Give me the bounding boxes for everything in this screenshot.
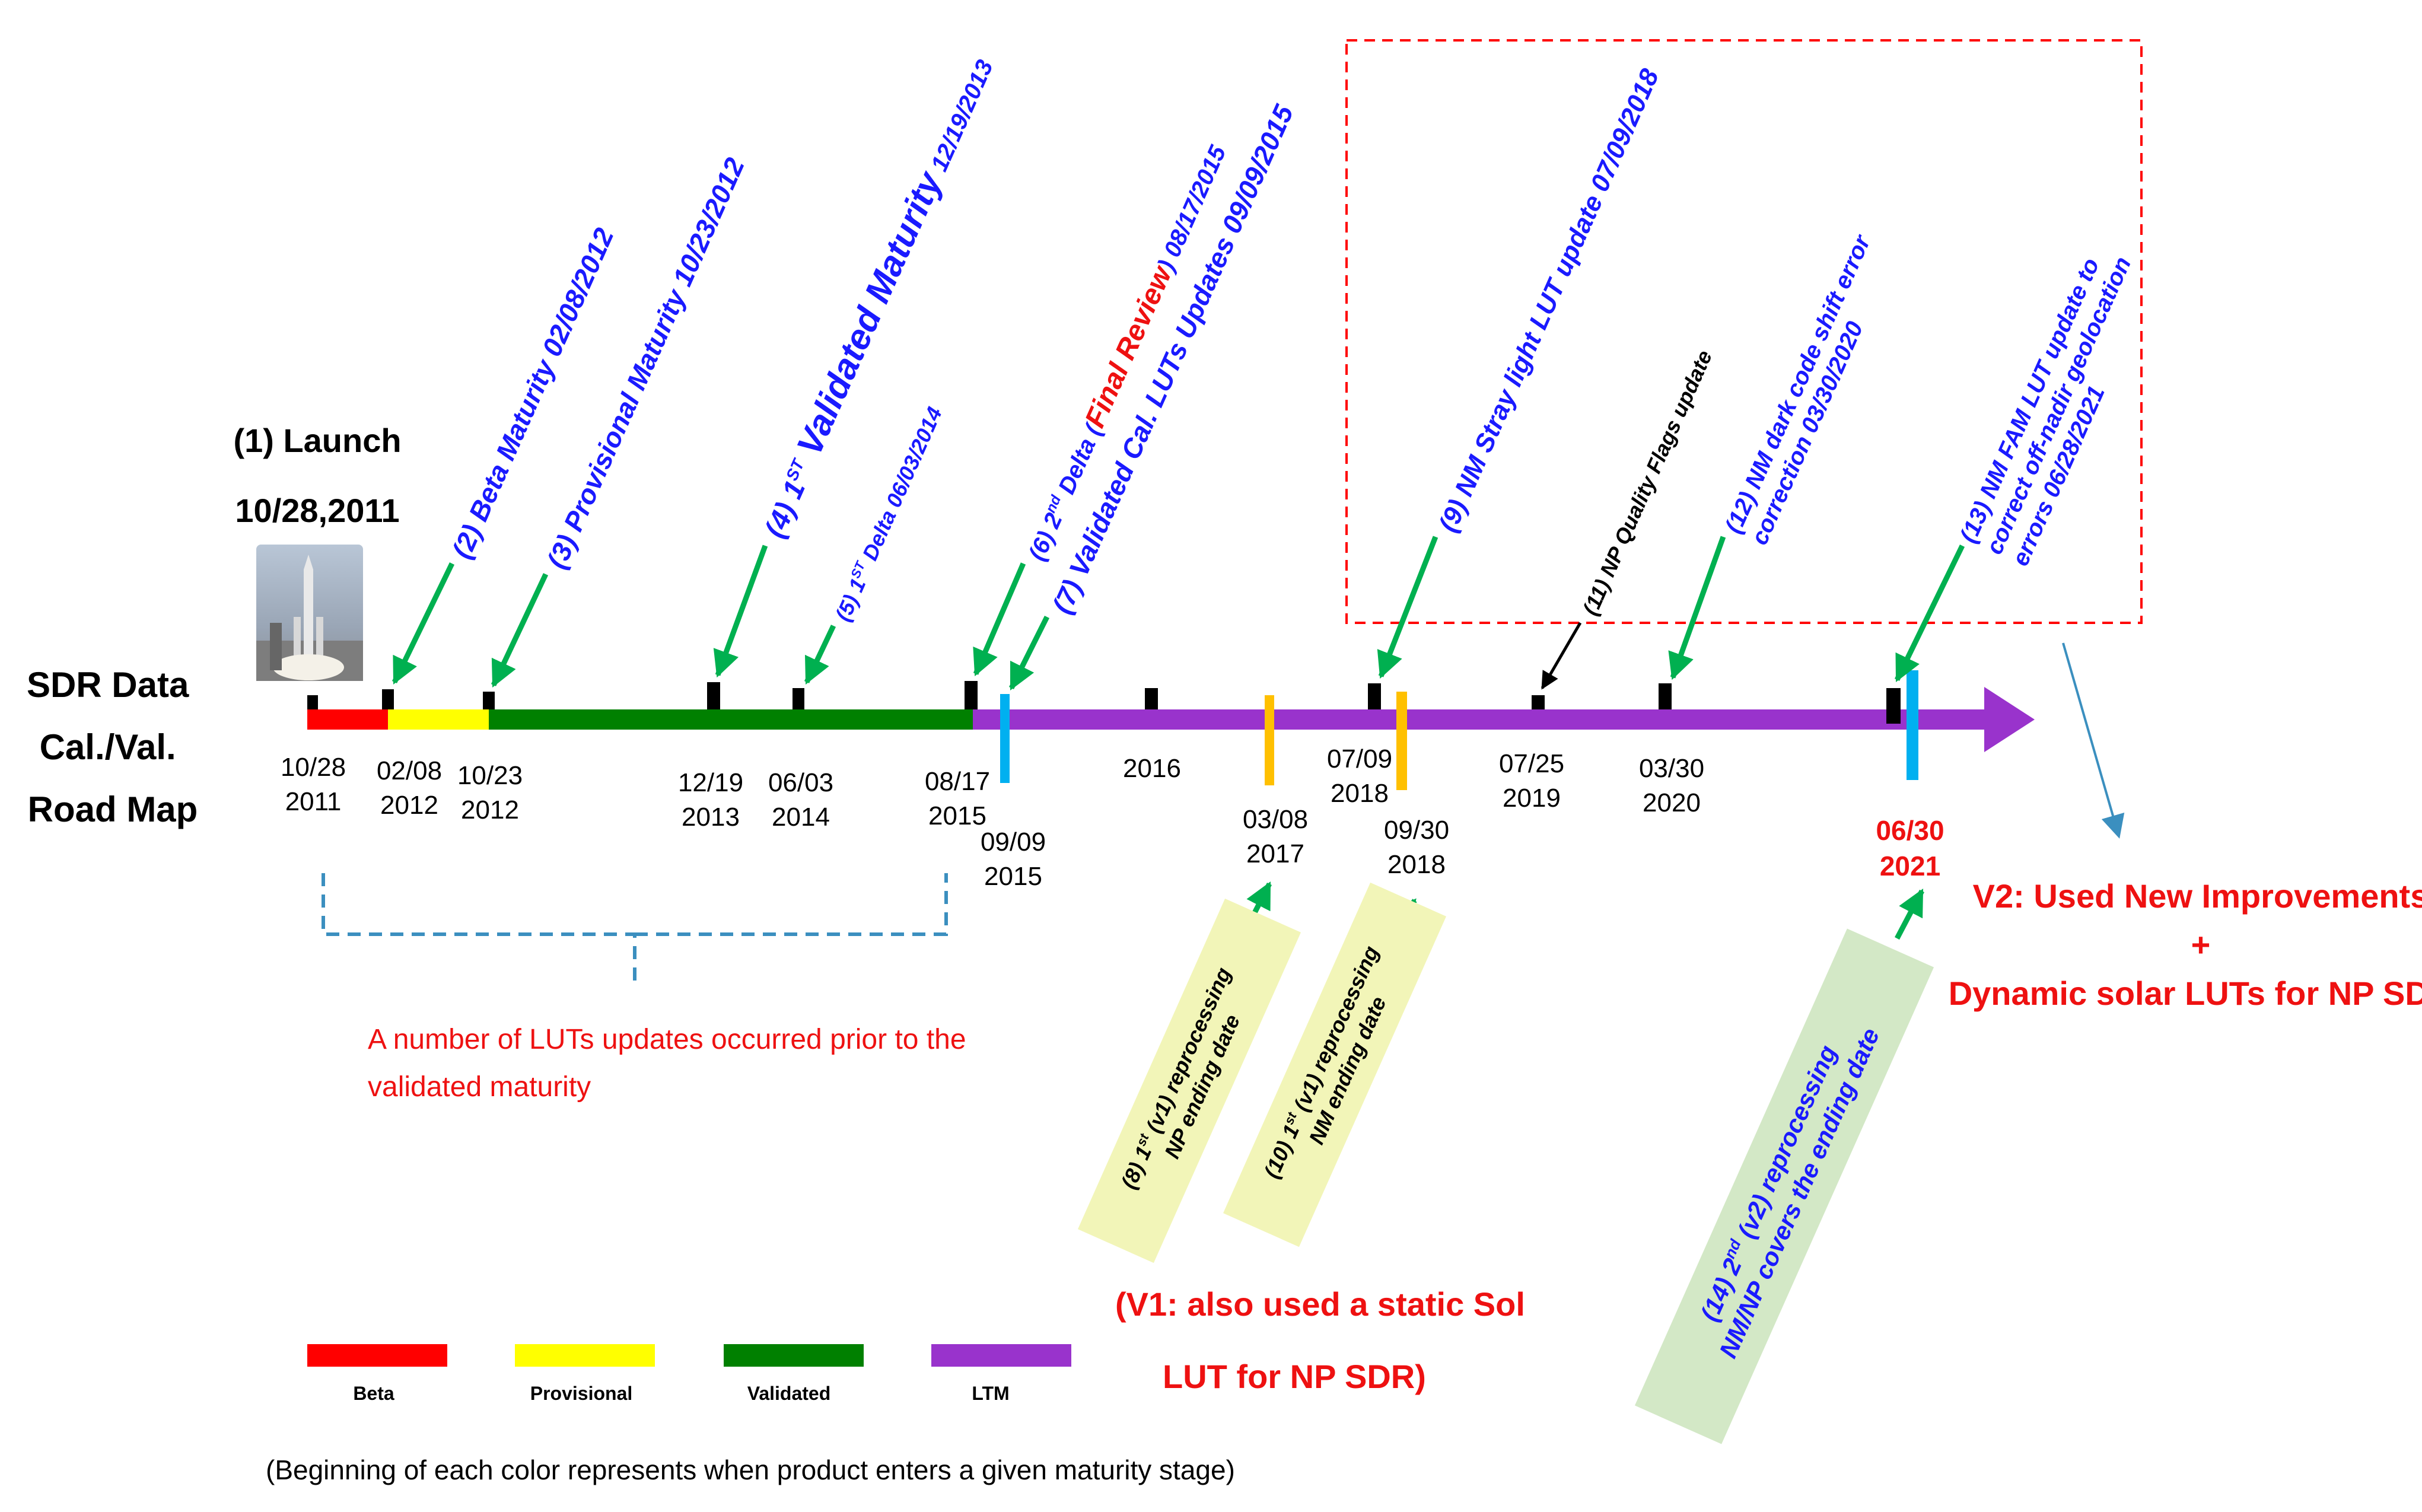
v2-ending-marker [1907,670,1918,780]
validated-luts-label: (7) Validated Cal. LUTs Updates 09/09/20… [1046,100,1300,618]
beta-segment [307,709,388,730]
launch-label: (1) Launch [233,422,401,459]
legend-swatch-beta [307,1344,447,1367]
dark-code-label: (12) NM dark code shift errorcorrection … [1720,230,1902,549]
v1-note: (V1: also used a static Sol LUT for NP SD… [1115,1285,1525,1395]
validated-luts-marker [1000,694,1010,783]
date-label-2020: 03/30 2020 [1639,754,1704,817]
date-label-2012-provisional: 10/23 2012 [457,761,523,825]
pre-validated-bracket [322,873,948,985]
quality-flags-arrow [1541,622,1582,690]
date-label-2018-stray: 07/09 2018 [1327,744,1392,808]
luts-prior-note: A number of LUTs updates occurred prior … [368,1024,966,1103]
launch-date: 10/28,2011 [235,492,399,529]
date-label-2012-beta: 02/08 2012 [377,756,442,820]
first-delta-label: (5) 1ST Delta 06/03/2014 [830,403,947,625]
ltm-segment [973,709,1993,730]
v2-update-region [1345,39,2143,624]
date-label-2019: 07/25 2019 [1499,749,1564,813]
legend-label-ltm: LTM [972,1383,1009,1404]
timeline-arrowhead [1984,687,2035,752]
timeline-date-labels: 10/28 2011 02/08 2012 10/23 2012 12/19 2013 … [281,744,1704,891]
maturity-timeline [307,687,2035,752]
roadmap-title: SDR Data Cal./Val. Road Map [27,665,199,829]
rocket-launch-icon [256,545,363,681]
date-label-2013: 12/19 2013 [678,768,743,832]
v1-np-ending-marker [1265,695,1274,785]
date-label-2014: 06/03 2014 [768,768,833,832]
v2-callout-arrow [2062,642,2125,839]
date-label-2015-delta: 08/17 2015 [925,767,990,830]
provisional-segment [388,709,489,730]
legend-label-beta: Beta [353,1383,394,1404]
event-arrows [392,536,1965,940]
date-label-2016: 2016 [1123,754,1181,783]
footnote: (Beginning of each color represents when… [266,1454,1235,1485]
v1-nm-ending-marker [1396,692,1407,790]
validated-maturity-label: (4) 1ST Validated Maturity 12/19/2013 [753,52,1001,543]
v2-reprocessing-box: (14) 2nd (v2) reprocessing NM/NP covers … [1634,928,1934,1444]
fam-lut-label: (13) NM FAM LUT update tocorrect off-nad… [1955,241,2162,570]
date-label-2021: 06/30 2021 [1876,815,1944,881]
date-label-2011-launch: 10/28 2011 [281,753,346,816]
legend-swatch-ltm [931,1344,1071,1367]
event-markers [307,681,1901,724]
legend-label-validated: Validated [747,1383,831,1404]
date-label-2017: 03/08 2017 [1243,805,1308,868]
date-label-2018-nm: 09/30 2018 [1384,816,1449,879]
stray-light-label: (9) NM Stray light LUT update 07/09/2018 [1433,65,1664,537]
provisional-maturity-label: (3) Provisional Maturity 10/23/2012 [541,153,750,573]
maturity-legend: Beta Provisional Validated LTM [307,1344,1071,1404]
legend-swatch-validated [724,1344,864,1367]
quality-flags-label: (11) NP Quality Flags update [1578,346,1717,619]
date-label-2015-luts: 09/09 2015 [981,827,1046,891]
v2-note: V2: Used New Improvements + Dynamic solar … [1949,877,2422,1012]
legend-label-provisional: Provisional [530,1383,633,1404]
validated-segment [489,709,973,730]
v1-np-reprocessing-box: (8) 1st (v1) reprocessing NP ending date [1077,898,1301,1263]
legend-swatch-provisional [515,1344,655,1367]
